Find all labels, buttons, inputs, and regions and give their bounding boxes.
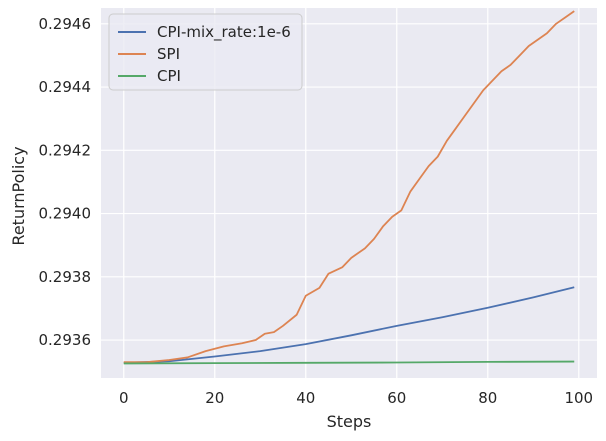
x-tick-label: 100 [564, 389, 593, 407]
y-tick-label: 0.2936 [39, 331, 92, 349]
y-tick-labels: 0.2936 0.2938 0.2940 0.2942 0.2944 0.2946 [39, 15, 92, 349]
legend-label-1: SPI [157, 45, 180, 63]
x-tick-label: 0 [119, 389, 129, 407]
y-tick-label: 0.2942 [39, 141, 92, 159]
y-tick-label: 0.2938 [39, 268, 92, 286]
legend: CPI-mix_rate:1e-6 SPI CPI [108, 13, 303, 91]
x-tick-label: 60 [387, 389, 406, 407]
x-tick-label: 40 [296, 389, 315, 407]
x-tick-labels: 0 20 40 60 80 100 [119, 389, 593, 407]
series-line-1 [123, 10, 575, 364]
x-axis-label: Steps [327, 412, 372, 431]
grid-lines [101, 8, 597, 378]
legend-box [108, 13, 303, 91]
y-tick-label: 0.2946 [39, 15, 92, 33]
y-tick-label: 0.2940 [39, 205, 92, 223]
x-tick-label: 80 [478, 389, 497, 407]
y-axis-label: ReturnPolicy [9, 146, 28, 245]
x-tick-label: 20 [205, 389, 224, 407]
series-lines [123, 10, 575, 365]
series-line-2 [123, 360, 575, 365]
legend-label-2: CPI [157, 67, 181, 85]
y-tick-label: 0.2944 [39, 78, 92, 96]
series-line-0 [123, 286, 575, 364]
legend-label-0: CPI-mix_rate:1e-6 [157, 23, 291, 42]
